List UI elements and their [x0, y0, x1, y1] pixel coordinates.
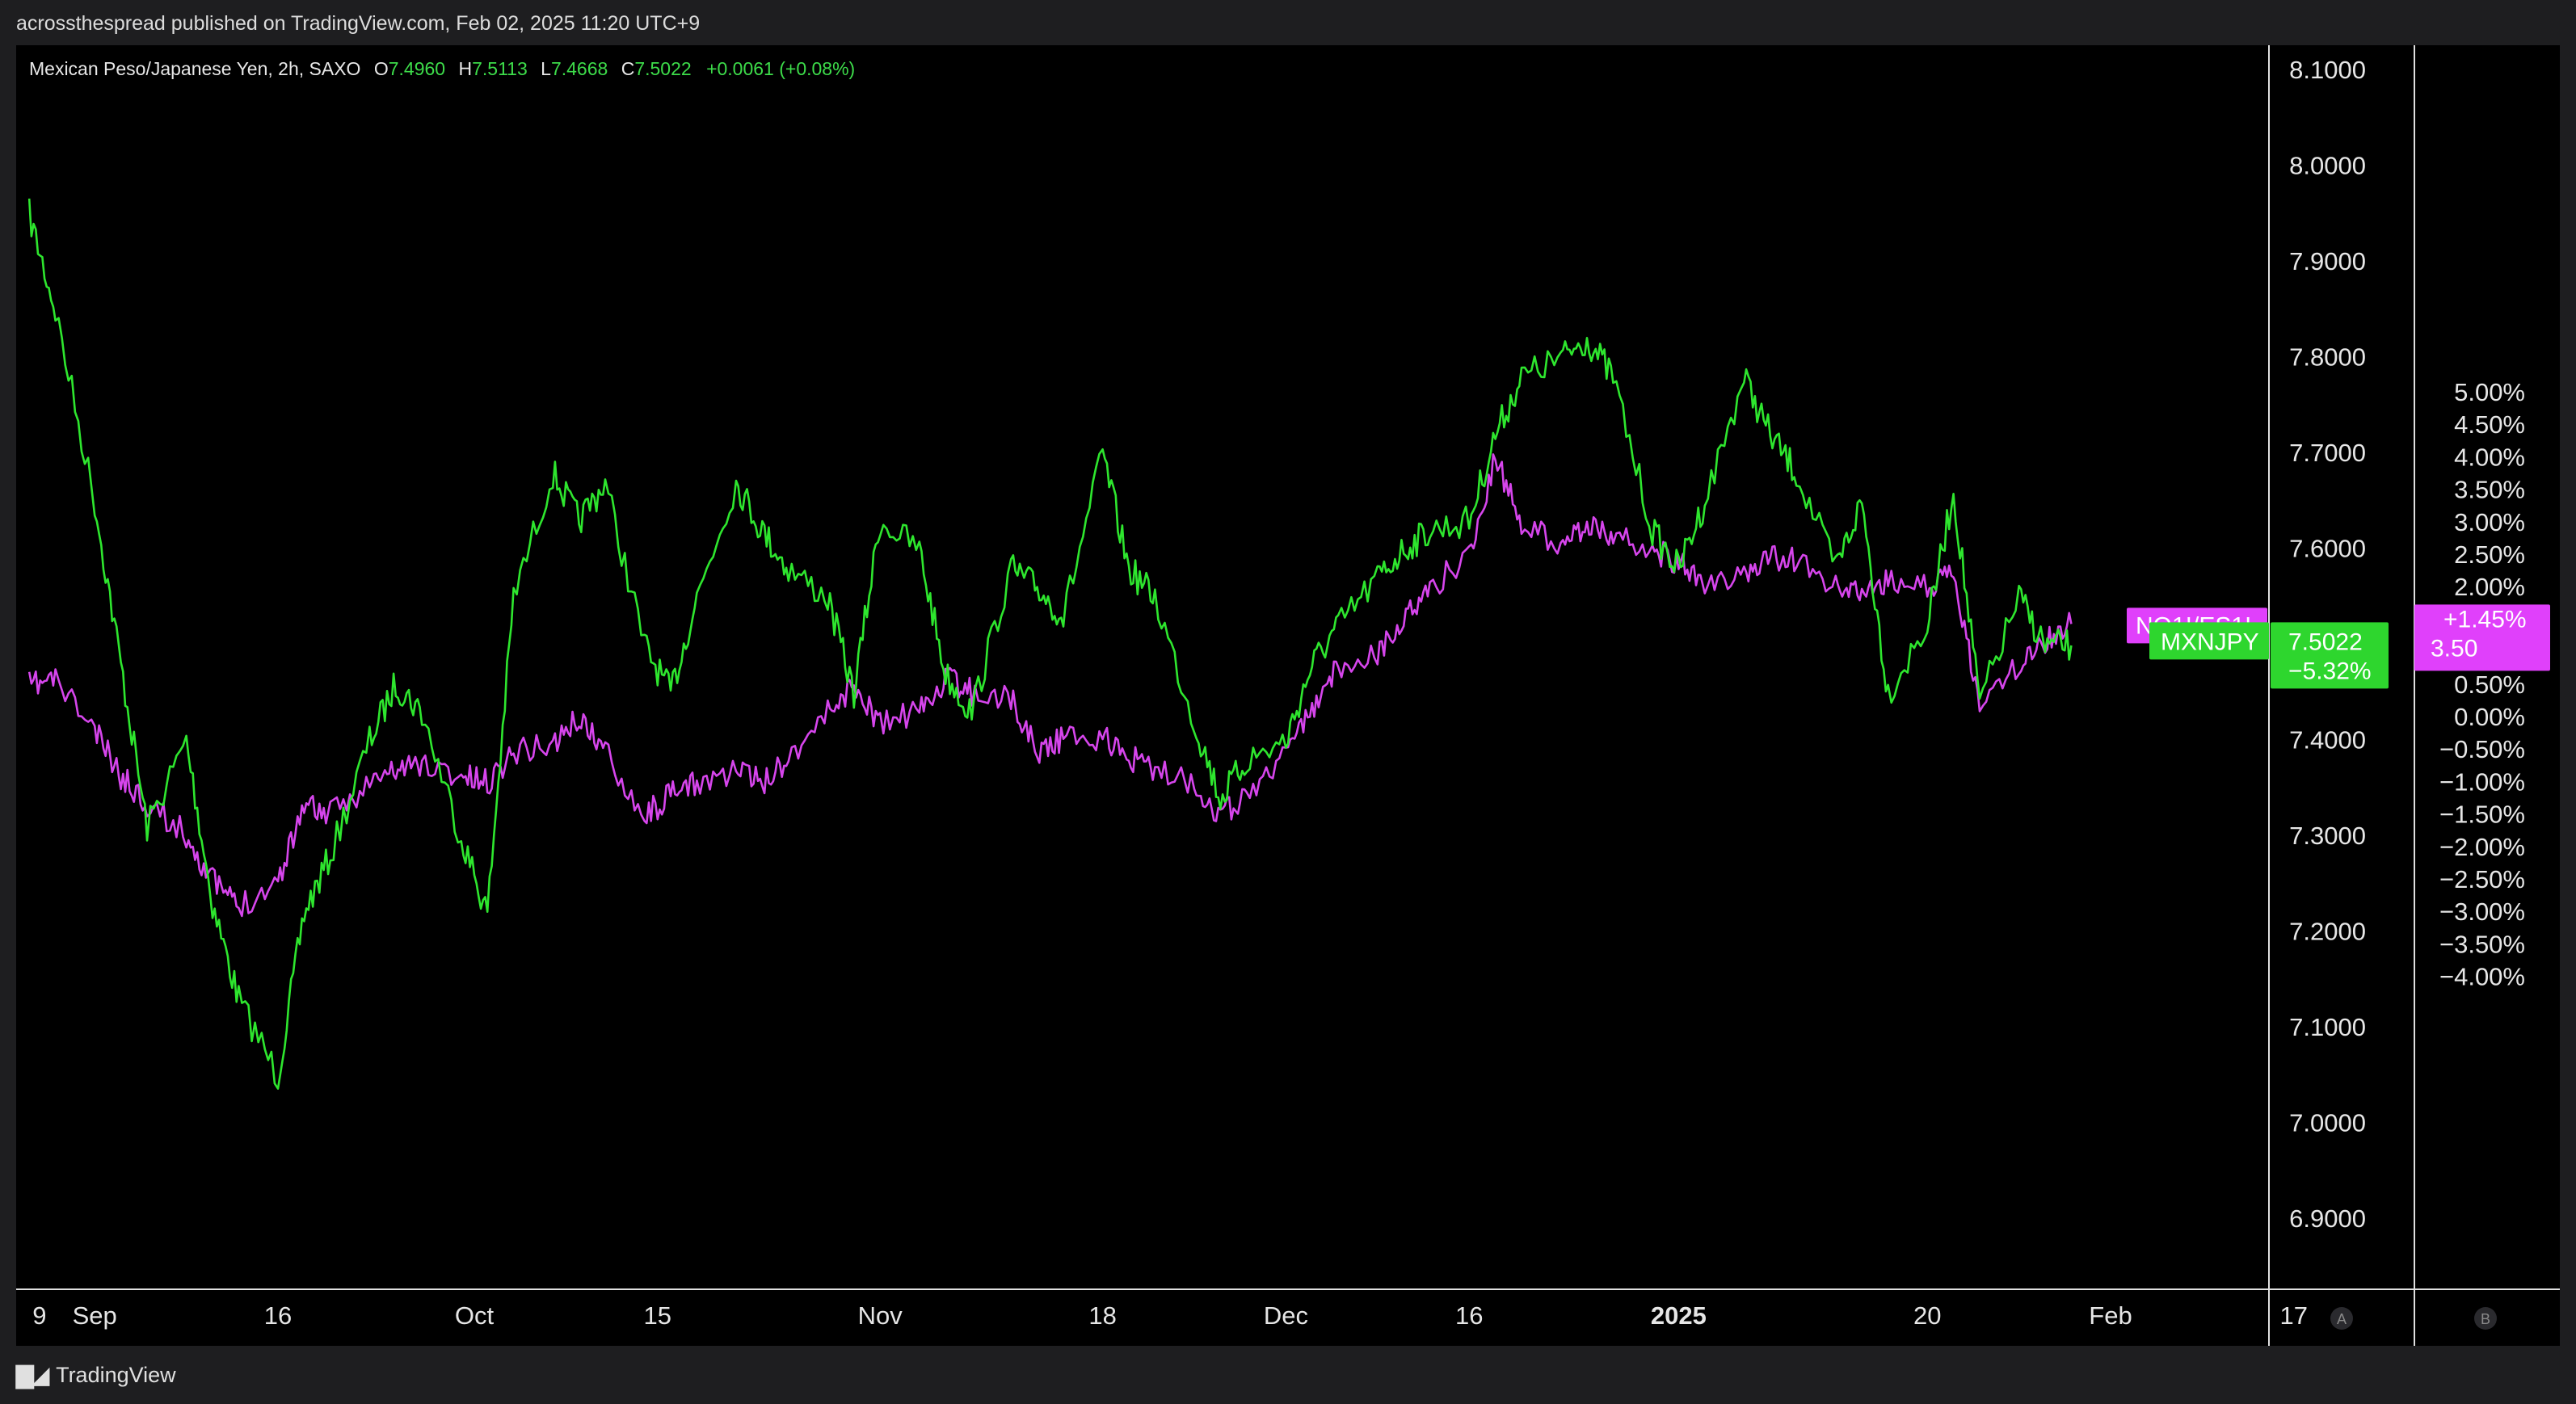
percent-tick-label: 2.00%	[2454, 573, 2525, 601]
percent-tick-label: −3.00%	[2439, 897, 2525, 926]
percent-tick-label: 5.00%	[2454, 378, 2525, 406]
time-tick-label: Dec	[1264, 1301, 1308, 1330]
time-tick-label: 9	[32, 1301, 46, 1330]
time-tick-label: 16	[264, 1301, 292, 1330]
scale-button-b[interactable]	[2474, 1307, 2497, 1330]
close-value: 7.5022	[634, 58, 692, 79]
price-tick-label: 7.7000	[2289, 439, 2366, 467]
time-tick-label: Sep	[73, 1301, 117, 1330]
time-axis[interactable]: 9 Sep 16 Oct 15 Nov 18 Dec 16 2025 20 Feb 17	[32, 1301, 2308, 1330]
price-tick-label: 6.9000	[2289, 1204, 2366, 1233]
time-tick-label: Feb	[2089, 1301, 2132, 1330]
scale-button-a-label: A	[2337, 1311, 2347, 1327]
open-label: O	[373, 58, 389, 79]
price-tick-label: 8.0000	[2289, 152, 2366, 180]
symbol-legend[interactable]: Mexican Peso/Japanese Yen, 2h, SAXO O7.4…	[29, 58, 855, 80]
mx-name-badge[interactable]	[2149, 622, 2269, 660]
price-tick-label: 7.2000	[2289, 918, 2366, 946]
chart-area[interactable]: 8.1000 8.0000 7.9000 7.8000 7.7000 7.6000 7.50…	[16, 45, 2560, 1346]
footer-bar: ▇◢ TradingView	[0, 1346, 2576, 1404]
chart-svg[interactable]: 8.1000 8.0000 7.9000 7.8000 7.7000 7.6000 7.50…	[16, 45, 2560, 1346]
scale-button-b-label: B	[2481, 1311, 2490, 1327]
time-tick-label: 18	[1088, 1301, 1116, 1330]
tradingview-logo-icon: ▇◢	[16, 1363, 49, 1388]
nq-value-label: 3.50	[2431, 635, 2477, 662]
close-label: C	[621, 58, 635, 79]
mx-name-label: MXNJPY	[2161, 628, 2259, 655]
price-tick-label: 8.1000	[2289, 56, 2366, 84]
mx-value-badge[interactable]	[2271, 622, 2389, 689]
brand-name: TradingView	[56, 1363, 176, 1387]
time-tick-label: 20	[1913, 1301, 1941, 1330]
series-line-nq1-es1[interactable]	[27, 453, 2073, 918]
percent-tick-label: 4.50%	[2454, 410, 2525, 439]
low-label: L	[541, 58, 551, 79]
time-tick-label: 17	[2280, 1301, 2308, 1330]
percent-tick-label: 4.00%	[2454, 443, 2525, 471]
change-value: +0.0061 (+0.08%)	[706, 58, 856, 79]
percent-tick-label: −4.00%	[2439, 963, 2525, 991]
percent-tick-label: −2.50%	[2439, 865, 2525, 893]
percent-tick-label: 2.50%	[2454, 540, 2525, 569]
high-value: 7.5113	[472, 58, 528, 79]
nq-value-badge[interactable]	[2414, 604, 2550, 671]
percent-tick-label: 0.00%	[2454, 703, 2525, 731]
low-value: 7.4668	[550, 58, 608, 79]
percent-axis[interactable]: 5.00%4.50%4.00%3.50%3.00%2.50%2.00%1.50%…	[2439, 378, 2525, 991]
price-tick-label: 7.3000	[2289, 822, 2366, 850]
symbol-title[interactable]: Mexican Peso/Japanese Yen, 2h, SAXO	[29, 58, 361, 79]
attribution-bar: acrossthespread published on TradingView…	[0, 0, 2576, 47]
time-tick-label: Nov	[858, 1301, 903, 1330]
nq-pct-label: +1.45%	[2443, 606, 2527, 633]
time-tick-label: Oct	[455, 1301, 495, 1330]
percent-tick-label: 0.50%	[2454, 670, 2525, 699]
mx-pct-label: −5.32%	[2288, 658, 2372, 684]
percent-tick-label: −0.50%	[2439, 735, 2525, 763]
time-tick-label: 16	[1455, 1301, 1483, 1330]
percent-tick-label: 3.00%	[2454, 508, 2525, 536]
percent-tick-label: −1.50%	[2439, 801, 2525, 829]
percent-tick-label: 3.50%	[2454, 476, 2525, 504]
mx-price-label: 7.5022	[2288, 628, 2363, 655]
high-label: H	[458, 58, 473, 79]
percent-tick-label: −3.50%	[2439, 930, 2525, 958]
scale-button-a[interactable]	[2330, 1307, 2353, 1330]
price-tick-label: 7.0000	[2289, 1109, 2366, 1137]
time-tick-label: 15	[644, 1301, 671, 1330]
attribution-text: acrossthespread published on TradingView…	[16, 12, 701, 35]
percent-tick-label: −1.00%	[2439, 767, 2525, 796]
price-tick-label: 7.6000	[2289, 535, 2366, 563]
tradingview-brand[interactable]: ▇◢ TradingView	[16, 1362, 176, 1389]
price-tick-label: 7.9000	[2289, 247, 2366, 275]
open-value: 7.4960	[388, 58, 446, 79]
price-tick-label: 7.1000	[2289, 1013, 2366, 1041]
series-line-mxnjpy[interactable]	[27, 198, 2073, 1090]
time-tick-label: 2025	[1651, 1301, 1707, 1330]
percent-tick-label: −2.00%	[2439, 833, 2525, 861]
price-tick-label: 7.4000	[2289, 726, 2366, 755]
price-tick-label: 7.8000	[2289, 343, 2366, 372]
